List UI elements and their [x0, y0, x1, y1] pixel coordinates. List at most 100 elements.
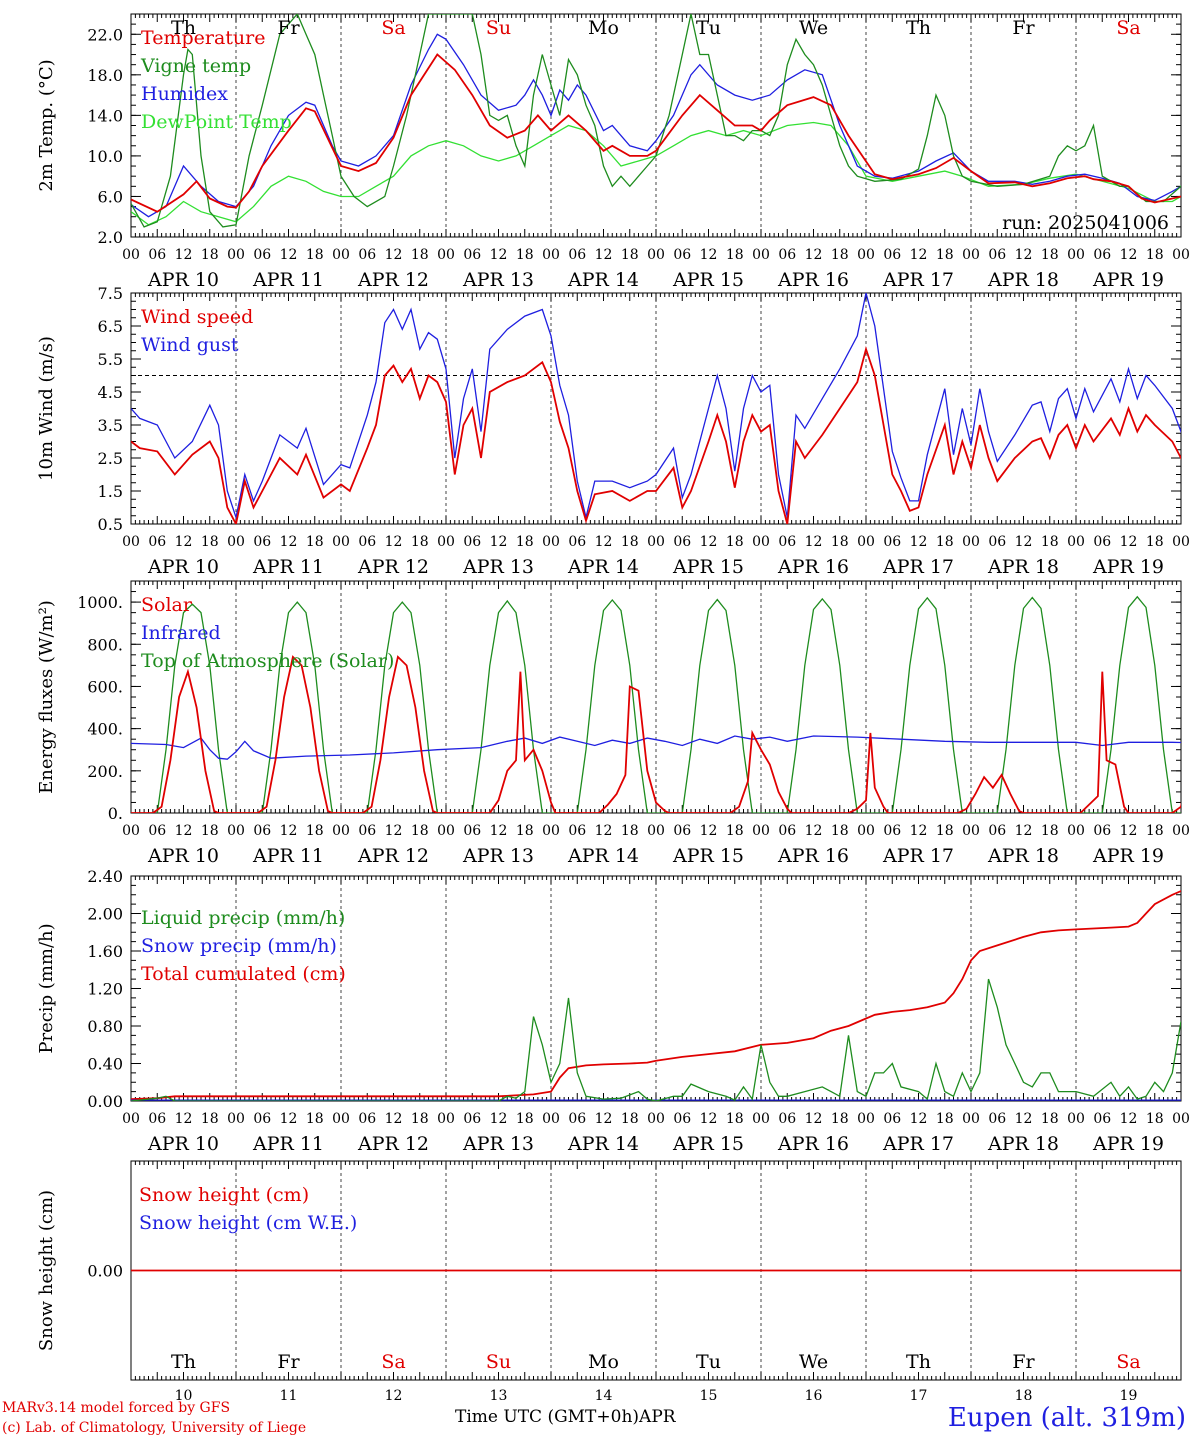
x-hour-label: 06 [463, 823, 481, 839]
x-day-number: 19 [1120, 1388, 1138, 1404]
dow-label: Tu [696, 17, 721, 39]
x-hour-label: 18 [726, 534, 744, 550]
x-hour-label: 06 [988, 1111, 1006, 1127]
legend-entry: Snow height (cm) [139, 1184, 309, 1206]
x-hour-label: 12 [175, 247, 193, 263]
x-hour-label: 12 [1120, 534, 1138, 550]
x-hour-label: 00 [857, 823, 875, 839]
x-hour-label: 06 [1093, 823, 1111, 839]
x-hour-label: 12 [1120, 823, 1138, 839]
x-hour-label: 12 [595, 247, 613, 263]
run-label: run: 2025041006 [1002, 212, 1169, 234]
x-hour-label: 06 [778, 1111, 796, 1127]
y-tick-label: 5.5 [98, 350, 123, 369]
y-tick-label: 2.00 [87, 905, 123, 924]
panel-4: 0.00 0.40 0.80 1.20 1.60 2.00 2.40 Precip (mm/h… [36, 867, 1190, 1155]
x-hour-label: 00 [1067, 1111, 1085, 1127]
x-hour-label: 00 [227, 1111, 245, 1127]
x-date-label: APR 12 [357, 1133, 429, 1155]
x-hour-label: 12 [385, 1111, 403, 1127]
y-axis-label: Snow height (cm) [36, 1190, 57, 1351]
y-tick-label: 0.00 [87, 1092, 123, 1111]
x-hour-label: 06 [253, 534, 271, 550]
x-date-label: APR 14 [567, 269, 639, 291]
x-hour-label: 06 [778, 534, 796, 550]
y-tick-label: 2.40 [87, 867, 123, 886]
legend-entry: Snow precip (mm/h) [141, 935, 337, 957]
model-credit: MARv3.14 model forced by GFS [2, 1400, 231, 1416]
series-line-solar [131, 655, 1181, 813]
x-day-number: 10 [175, 1388, 193, 1404]
x-day-number: 14 [595, 1388, 613, 1404]
x-hour-label: 06 [463, 247, 481, 263]
y-axis-label: Precip (mm/h) [36, 923, 57, 1053]
legend-entry: Wind gust [141, 334, 239, 356]
x-date-label: APR 11 [252, 1133, 324, 1155]
y-tick-label: 2.0 [98, 228, 123, 247]
x-hour-label: 18 [516, 1111, 534, 1127]
x-hour-label: 06 [463, 1111, 481, 1127]
legend-entry: Liquid precip (mm/h) [141, 907, 345, 929]
x-hour-label: 06 [148, 823, 166, 839]
y-tick-label: 0. [108, 804, 123, 823]
dow-label: Fr [277, 17, 300, 39]
x-hour-label: 18 [831, 247, 849, 263]
x-hour-label: 18 [726, 1111, 744, 1127]
x-hour-label: 06 [358, 534, 376, 550]
x-hour-label: 00 [647, 534, 665, 550]
x-date-label: APR 11 [252, 845, 324, 867]
x-hour-label: 18 [936, 823, 954, 839]
y-tick-label: 400. [87, 720, 123, 739]
x-hour-label: 06 [673, 1111, 691, 1127]
x-day-number: 17 [910, 1388, 928, 1404]
x-hour-label: 06 [568, 1111, 586, 1127]
y-tick-label: 22.0 [87, 25, 123, 44]
x-hour-label: 18 [726, 823, 744, 839]
x-hour-label: 18 [1041, 823, 1059, 839]
x-hour-label: 18 [201, 823, 219, 839]
legend-entry: Temperature [141, 27, 265, 49]
x-hour-label: 18 [1146, 823, 1164, 839]
x-hour-label: 18 [621, 247, 639, 263]
x-hour-label: 12 [595, 534, 613, 550]
y-tick-label: 6.0 [98, 187, 123, 206]
x-date-label: APR 16 [777, 556, 849, 578]
x-hour-label: 00 [752, 247, 770, 263]
x-date-label: APR 17 [882, 1133, 954, 1155]
x-date-label: APR 19 [1092, 556, 1164, 578]
x-hour-label: 12 [910, 823, 928, 839]
x-hour-label: 12 [910, 534, 928, 550]
x-date-label: APR 13 [462, 269, 534, 291]
x-hour-label: 18 [831, 534, 849, 550]
x-hour-label: 18 [201, 247, 219, 263]
x-hour-label: 18 [936, 247, 954, 263]
series-line-liquid-precip-mm-h- [131, 978, 1181, 1101]
x-hour-label: 06 [148, 247, 166, 263]
x-hour-label: 00 [647, 1111, 665, 1127]
x-date-label: APR 10 [147, 845, 219, 867]
x-axis-title: Time UTC (GMT+0h)APR [455, 1407, 676, 1427]
legend-entry: Vigne temp [140, 55, 251, 77]
x-hour-label: 18 [831, 1111, 849, 1127]
x-hour-label: 06 [568, 823, 586, 839]
x-hour-label: 00 [752, 1111, 770, 1127]
dow-label: Su [486, 1351, 511, 1373]
x-hour-label: 06 [148, 1111, 166, 1127]
x-hour-label: 18 [726, 247, 744, 263]
y-tick-label: 1.5 [98, 482, 123, 501]
legend-entry: Solar [141, 594, 193, 616]
x-hour-label: 00 [1172, 534, 1190, 550]
x-date-label: APR 17 [882, 845, 954, 867]
x-hour-label: 18 [1146, 247, 1164, 263]
dow-label: Fr [1012, 1351, 1035, 1373]
x-date-label: APR 11 [252, 269, 324, 291]
x-hour-label: 06 [883, 534, 901, 550]
x-hour-label: 06 [253, 247, 271, 263]
series-line-vigne-temp [131, 14, 1181, 228]
series-line-top-of-atmosphere-solar- [156, 595, 1181, 813]
legend-entry: Top of Atmosphere (Solar) [141, 650, 394, 672]
legend-entry: Snow height (cm W.E.) [139, 1212, 357, 1234]
y-tick-label: 10.0 [87, 147, 123, 166]
x-hour-label: 06 [673, 823, 691, 839]
station-name: Eupen (alt. 319m) [947, 1403, 1186, 1433]
